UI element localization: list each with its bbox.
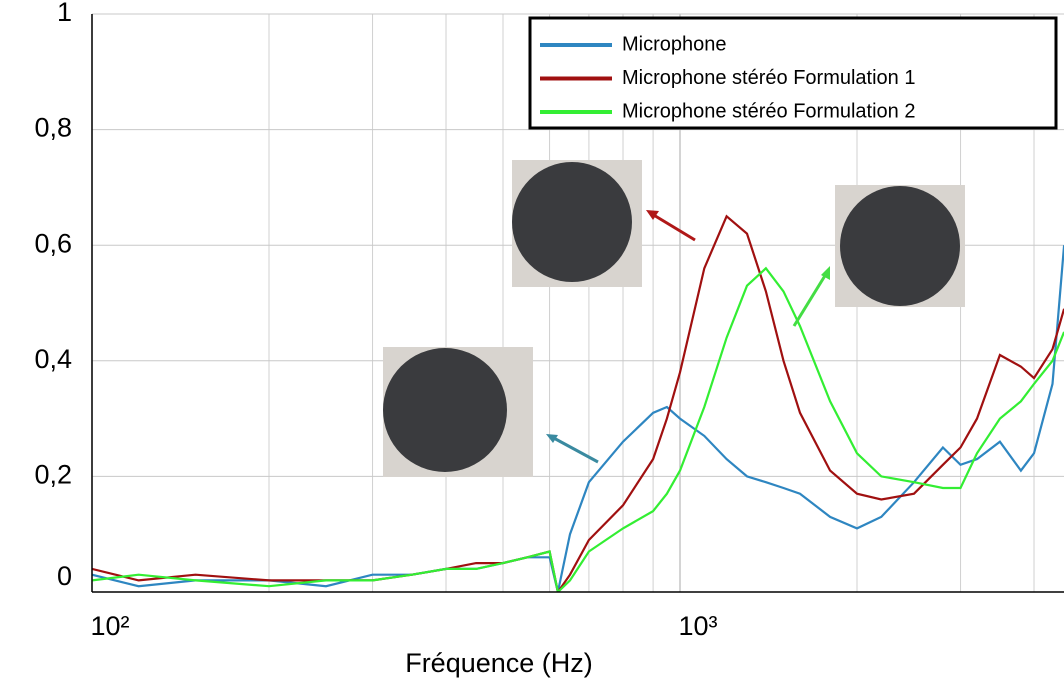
y-tick-label: 0,6 <box>34 228 72 258</box>
x-tick-label: 10³ <box>678 611 717 641</box>
legend: Microphone Microphone stéréo Formulation … <box>528 16 1058 130</box>
sample-photo <box>792 185 965 327</box>
y-tick-label: 1 <box>57 0 72 27</box>
y-tick-label: 0 <box>57 561 72 591</box>
legend-label: Microphone <box>622 33 727 55</box>
sample-photo <box>383 347 599 477</box>
legend-label: Microphone stéréo Formulation 1 <box>622 67 915 89</box>
x-tick-label: 10² <box>90 611 129 641</box>
y-tick-label: 0,8 <box>34 113 72 143</box>
y-tick-label: 0,4 <box>34 344 72 374</box>
sample-photo <box>512 160 696 287</box>
y-tick-label: 0,2 <box>34 460 72 490</box>
x-axis-label: Fréquence (Hz) <box>405 648 593 678</box>
series-line <box>92 266 1064 592</box>
plot-lines <box>92 214 1064 592</box>
legend-label: Microphone stéréo Formulation 2 <box>622 100 915 122</box>
legend-box <box>528 16 1058 130</box>
